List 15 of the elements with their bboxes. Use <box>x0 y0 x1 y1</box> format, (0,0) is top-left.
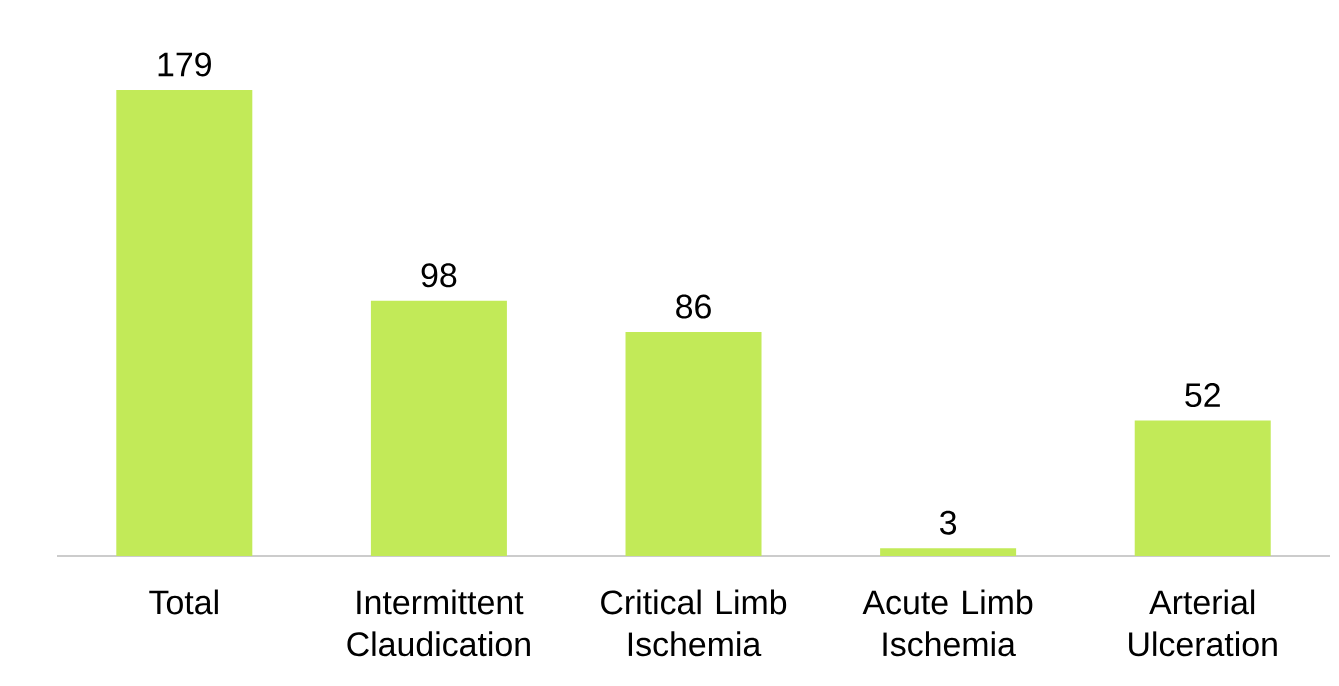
x-tick-label: Acute Limb Ischemia <box>862 589 1033 657</box>
x-tick-label: Arterial Ulceration <box>1129 589 1277 657</box>
bar <box>625 332 762 556</box>
x-tick-label: Intermittent Claudication <box>347 589 530 657</box>
bar <box>116 89 253 556</box>
data-label: 52 <box>1185 383 1220 408</box>
data-label: 3 <box>940 510 957 535</box>
bar <box>1134 420 1271 556</box>
data-label: 86 <box>676 294 711 319</box>
data-label: 98 <box>421 263 457 288</box>
data-label: 179 <box>158 52 211 77</box>
bar <box>370 300 507 556</box>
x-tick-label: Critical Limb Ischemia <box>601 589 787 657</box>
x-tick-label: Total <box>149 589 218 615</box>
bar <box>880 548 1017 556</box>
